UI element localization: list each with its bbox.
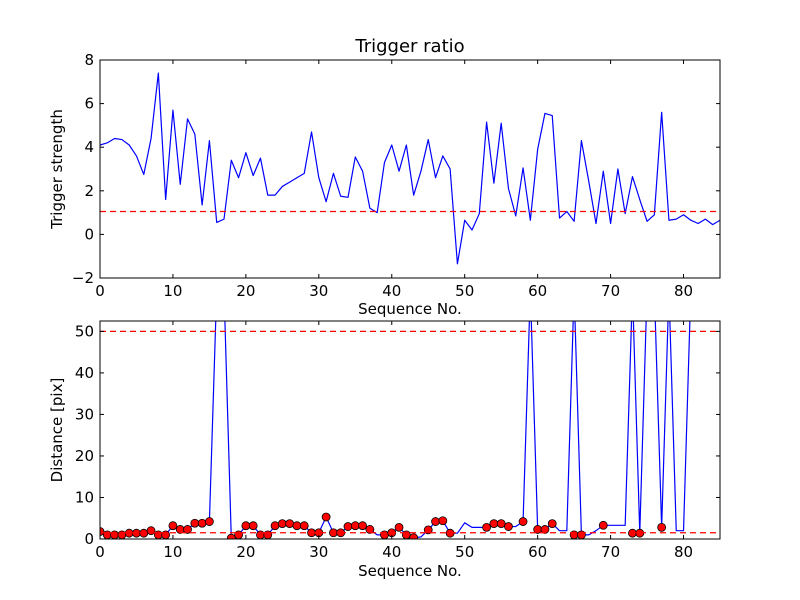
bottom-y-tick-label: 20: [75, 447, 94, 465]
top-y-tick-label: 0: [84, 225, 94, 243]
top-y-tick-label: 8: [84, 51, 94, 69]
bottom-marker-point: [110, 530, 119, 539]
bottom-x-tick-label: 30: [309, 543, 328, 561]
top-y-tick-label: 2: [84, 182, 94, 200]
top-x-tick-label: 70: [601, 282, 620, 300]
bottom-marker-point: [365, 525, 375, 534]
bottom-marker-point: [102, 530, 112, 539]
bottom-marker-point: [263, 530, 273, 539]
bottom-marker-point: [161, 530, 171, 539]
bottom-y-tick-label: 10: [75, 488, 94, 506]
bottom-marker-point: [234, 530, 243, 539]
bottom-marker-point: [270, 521, 280, 531]
bottom-marker-point: [343, 522, 353, 531]
top-y-axis-label: Trigger strength: [48, 109, 66, 230]
distance-ticks: 0 10 20 30 40 50 60 70 80 0 10 20 30 40 50: [75, 321, 720, 561]
top-y-tick-label: −2: [72, 269, 94, 287]
trigger-ratio-frame: [99, 59, 721, 279]
bottom-x-tick-label: 80: [674, 543, 693, 561]
bottom-y-tick-label: 30: [75, 405, 94, 423]
top-x-axis-label: Sequence No.: [358, 300, 462, 318]
bottom-marker-point: [100, 527, 105, 536]
top-y-tick-label: 6: [84, 95, 94, 113]
bottom-marker-point: [153, 530, 163, 539]
top-x-tick-label: 50: [455, 282, 474, 300]
bottom-marker-point: [226, 533, 236, 539]
bottom-y-tick-label: 0: [84, 530, 94, 548]
bottom-x-axis-label: Sequence No.: [358, 562, 462, 580]
bottom-marker-point: [183, 525, 192, 534]
bottom-x-tick-label: 50: [455, 543, 474, 561]
bottom-marker-point: [350, 521, 360, 531]
bottom-marker-point: [299, 521, 309, 531]
bottom-marker-point: [401, 530, 411, 539]
bottom-y-tick-label: 40: [75, 364, 94, 382]
bottom-marker-point: [438, 516, 448, 526]
bottom-marker-point: [358, 521, 367, 531]
bottom-marker-point: [423, 525, 433, 535]
bottom-marker-point: [285, 519, 295, 529]
bottom-marker-point: [248, 521, 258, 531]
bottom-x-tick-label: 20: [236, 543, 255, 561]
top-x-tick-label: 40: [382, 282, 401, 300]
bottom-marker-point: [518, 517, 528, 526]
top-x-tick-label: 0: [95, 282, 105, 300]
bottom-marker-point: [380, 530, 389, 539]
bottom-x-tick-label: 60: [528, 543, 547, 561]
bottom-marker-point: [540, 525, 550, 534]
distance-plot-area: [100, 321, 720, 539]
top-series-line: [100, 72, 720, 265]
top-y-tick-label: 4: [84, 138, 94, 156]
chart-title: Trigger ratio: [354, 36, 464, 57]
top-x-tick-label: 30: [309, 282, 328, 300]
bottom-marker-point: [409, 533, 419, 539]
bottom-marker-point: [168, 521, 178, 531]
bottom-marker-point: [394, 522, 404, 532]
bottom-marker-point: [277, 519, 287, 529]
bottom-marker-point: [547, 519, 557, 529]
bottom-marker-point: [504, 522, 513, 531]
bottom-marker-point: [482, 522, 491, 532]
bottom-marker-point: [657, 522, 667, 532]
distance-frame: [99, 320, 721, 540]
bottom-marker-point: [598, 520, 608, 530]
bottom-x-tick-label: 0: [95, 543, 105, 561]
bottom-y-tick-label: 50: [75, 322, 94, 340]
bottom-marker-point: [241, 521, 251, 531]
top-x-tick-label: 80: [674, 282, 693, 300]
top-x-tick-label: 10: [163, 282, 182, 300]
bottom-marker-point: [256, 530, 265, 539]
bottom-marker-point: [146, 526, 156, 536]
bottom-marker-point: [117, 530, 127, 539]
bottom-x-tick-label: 10: [163, 543, 182, 561]
distance-axes: 0 10 20 30 40 50 60 70 80 0 10 20 30 40 50 Sequence No…: [48, 320, 721, 580]
top-x-tick-label: 20: [236, 282, 255, 300]
bottom-x-tick-label: 40: [382, 543, 401, 561]
bottom-marker-point: [190, 518, 200, 528]
top-x-tick-label: 60: [528, 282, 547, 300]
bottom-marker-point: [197, 518, 207, 528]
bottom-x-tick-label: 70: [601, 543, 620, 561]
bottom-marker-point: [431, 517, 440, 526]
bottom-marker-point: [205, 517, 214, 526]
bottom-marker-point: [569, 530, 579, 539]
bottom-marker-point: [489, 519, 499, 529]
trigger-ratio-plot-area: [100, 72, 720, 265]
bottom-marker-point: [496, 519, 506, 529]
bottom-y-axis-label: Distance [pix]: [48, 378, 66, 483]
bottom-marker-point: [577, 530, 586, 539]
bottom-marker-point: [321, 512, 331, 522]
bottom-marker-point: [292, 521, 302, 531]
